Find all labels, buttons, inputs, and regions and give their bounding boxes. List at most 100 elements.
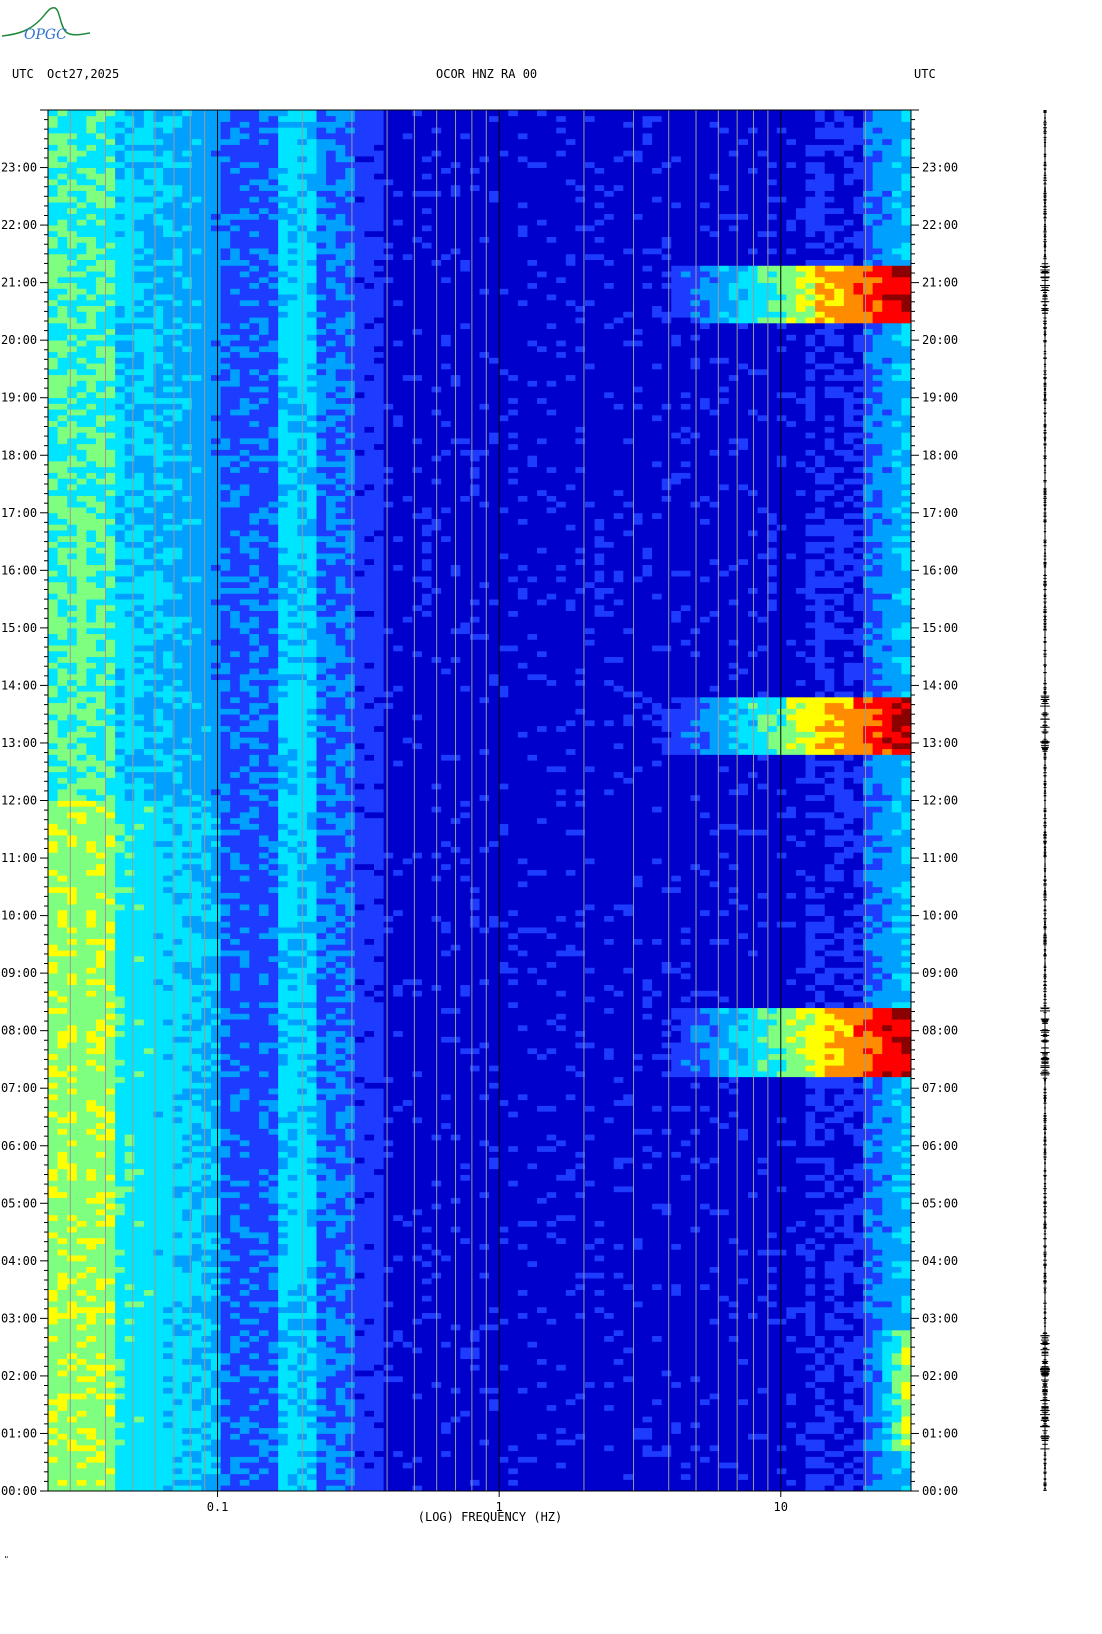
heatmap-cell (364, 1335, 375, 1342)
heatmap-cell (671, 1220, 682, 1227)
heatmap-cell (278, 1479, 289, 1486)
heatmap-cell (872, 1203, 883, 1210)
heatmap-cell (345, 1427, 356, 1434)
heatmap-cell (882, 1197, 893, 1204)
heatmap-cell (230, 1456, 241, 1463)
heatmap-cell (67, 1375, 78, 1383)
heatmap-cell (76, 1301, 87, 1308)
heatmap-cell (882, 1243, 893, 1250)
heatmap-cell (661, 1421, 672, 1429)
heatmap-cell (728, 1295, 739, 1302)
heatmap-cell (57, 1364, 68, 1371)
heatmap-cell (239, 1358, 250, 1365)
heatmap-cell (728, 1352, 739, 1360)
heatmap-cell (354, 1358, 365, 1365)
heatmap-cell (872, 1306, 883, 1314)
heatmap-cell (163, 1318, 174, 1325)
heatmap-cell (191, 1180, 202, 1187)
heatmap-cell (517, 1237, 528, 1244)
heatmap-cell (498, 1439, 509, 1446)
heatmap-cell (374, 1278, 385, 1285)
heatmap-cell (719, 1180, 730, 1187)
heatmap-cell (230, 1370, 241, 1377)
heatmap-cell (863, 1301, 874, 1308)
heatmap-cell (508, 1433, 519, 1440)
heatmap-cell (738, 1393, 749, 1400)
heatmap-cell (86, 1209, 97, 1216)
heatmap-cell (872, 1249, 883, 1256)
heatmap-cell (757, 1479, 768, 1486)
heatmap-cell (48, 1387, 58, 1394)
heatmap-cell (268, 1444, 279, 1452)
heatmap-cell (287, 1324, 298, 1331)
heatmap-cell (182, 1450, 193, 1457)
heatmap-cell (498, 1203, 509, 1210)
heatmap-cell (747, 1485, 758, 1492)
heatmap-cell (105, 1393, 116, 1400)
heatmap-cell (613, 1439, 624, 1446)
heatmap-cell (527, 1473, 538, 1480)
heatmap-cell (632, 1335, 643, 1342)
heatmap-cell (882, 1421, 893, 1429)
heatmap-cell (815, 1364, 826, 1371)
heatmap-cell (278, 1467, 289, 1475)
heatmap-cell (901, 1479, 912, 1486)
heatmap-cell (604, 1364, 615, 1371)
heatmap-cell (508, 1209, 519, 1216)
heatmap-cell (517, 1347, 528, 1354)
heatmap-cell (498, 1295, 509, 1302)
heatmap-cell (680, 1427, 691, 1434)
heatmap-cell (757, 1387, 768, 1394)
heatmap-cell (86, 1249, 97, 1256)
heatmap-cell (843, 1450, 854, 1457)
heatmap-cell (182, 1358, 193, 1365)
heatmap-cell (690, 1214, 701, 1221)
heatmap-cell (191, 1220, 202, 1227)
heatmap-cell (335, 1318, 346, 1325)
heatmap-cell (776, 1203, 787, 1210)
heatmap-cell (843, 1255, 854, 1262)
heatmap-cell (767, 1318, 778, 1325)
heatmap-cell (700, 1324, 711, 1331)
heatmap-cell (882, 1312, 893, 1319)
heatmap-cell (517, 1312, 528, 1319)
heatmap-cell (172, 1439, 183, 1446)
heatmap-cell (882, 1404, 893, 1411)
heatmap-cell (795, 1306, 806, 1314)
heatmap-cell (441, 1318, 452, 1325)
heatmap-cell (115, 1243, 126, 1250)
heatmap-cell (747, 1375, 758, 1383)
heatmap-cell (901, 1318, 912, 1325)
heatmap-cell (239, 1387, 250, 1394)
heatmap-cell (412, 1393, 423, 1400)
heatmap-cell (268, 1335, 279, 1342)
heatmap-cell (220, 1272, 231, 1279)
heatmap-cell (652, 1249, 663, 1256)
heatmap-cell (776, 1427, 787, 1434)
heatmap-cell (469, 1278, 480, 1285)
heatmap-cell (326, 1421, 337, 1429)
heatmap-cell (738, 1462, 749, 1469)
heatmap-cell (211, 1467, 221, 1475)
heatmap-cell (680, 1318, 691, 1325)
heatmap-cell (95, 1283, 106, 1290)
heatmap-cell (143, 1180, 154, 1187)
heatmap-cell (690, 1197, 701, 1204)
heatmap-cell (556, 1174, 567, 1181)
heatmap-cell (412, 1456, 423, 1463)
heatmap-cell (115, 1174, 126, 1181)
heatmap-cell (479, 1347, 490, 1354)
heatmap-cell (738, 1364, 749, 1371)
heatmap-cell (853, 1444, 864, 1452)
heatmap-cell (680, 1186, 691, 1193)
heatmap-cell (182, 1364, 193, 1371)
heatmap-cell (795, 1272, 806, 1279)
heatmap-cell (364, 1387, 375, 1394)
heatmap-cell (211, 1347, 221, 1354)
heatmap-cell (690, 1387, 701, 1394)
heatmap-cell (709, 1220, 720, 1227)
heatmap-cell (517, 1421, 528, 1429)
heatmap-cell (479, 1410, 490, 1417)
heatmap-cell (565, 1260, 576, 1267)
